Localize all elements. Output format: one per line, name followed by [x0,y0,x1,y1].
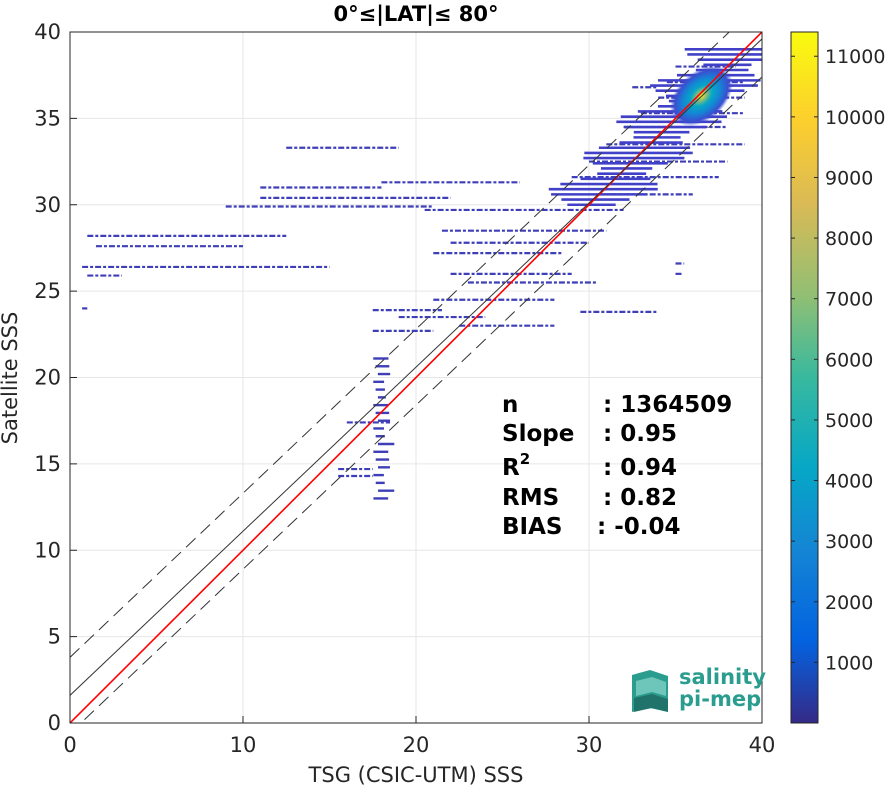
x-tick-label: 10 [230,733,257,757]
stat-slope-label: Slope [502,421,574,447]
y-tick-label: 40 [34,20,61,44]
colorbar-ticks: 1000 2000 3000 4000 5000 6000 7000 8000 9000 1000… [791,46,885,674]
logo-line1: salinity [679,665,766,689]
x-tick-label: 0 [63,733,76,757]
stat-n-label: n [502,392,518,418]
stat-r2-sup: 2 [520,450,530,468]
y-tick-label: 35 [34,106,61,130]
colorbar-tick-label: 5000 [825,410,873,432]
identity-line [70,32,762,723]
colorbar-tick-label: 4000 [825,471,873,493]
salinity-pi-mep-logo: salinity pi-mep [632,665,766,712]
stat-rms-label: RMS [502,485,559,511]
y-tick-label: 15 [34,452,61,476]
colorbar-tick-label: 3000 [825,531,873,553]
colorbar-tick-label: 2000 [825,592,873,614]
colorbar-tick-label: 6000 [825,349,873,371]
logo-wave-icon [632,670,668,712]
plot-area: 0 10 20 30 40 0 5 10 15 20 25 30 35 40 [34,20,775,757]
x-tick-label: 20 [403,733,430,757]
colorbar-gradient [790,31,819,724]
colorbar-tick-label: 11000 [825,46,885,68]
colorbar-tick-label: 8000 [825,228,873,250]
stat-r2-value: : 0.94 [603,455,677,481]
fit-lines [70,32,762,723]
stat-rms-value: : 0.82 [603,485,677,511]
stat-n-value: : 1364509 [603,392,732,418]
chart-title: 0°≤|LAT|≤ 80° [333,2,498,27]
y-axis-ticks: 0 5 10 15 20 25 30 35 40 [34,20,77,735]
y-tick-label: 10 [34,538,61,562]
colorbar-tick-label: 1000 [825,652,873,674]
stats-box: n : 1364509 Slope : 0.95 R2 : 0.94 RMS :… [502,392,732,540]
y-tick-label: 5 [48,625,61,649]
regression-line [70,38,762,696]
colorbar-tick-label: 7000 [825,289,873,311]
y-tick-label: 25 [34,279,61,303]
y-tick-label: 0 [48,711,61,735]
stat-r2-label: R2 [502,450,530,481]
x-tick-label: 30 [576,733,603,757]
y-tick-label: 30 [34,193,61,217]
stat-r2-base: R [502,455,520,481]
x-axis-label: TSG (CSIC-UTM) SSS [308,763,524,787]
colorbar: 1000 2000 3000 4000 5000 6000 7000 8000 9000 1000… [790,31,885,724]
logo-line2: pi-mep [679,687,761,711]
stat-slope-value: : 0.95 [603,421,677,447]
stat-bias-value: : -0.04 [597,514,681,540]
x-tick-label: 40 [749,733,776,757]
x-axis-ticks: 0 10 20 30 40 [63,716,775,757]
colorbar-tick-label: 10000 [825,107,885,129]
stat-bias-label: BIAS [502,514,562,540]
y-tick-label: 20 [34,366,61,390]
y-axis-label: Satellite SSS [0,312,22,445]
colorbar-tick-label: 9000 [825,167,873,189]
